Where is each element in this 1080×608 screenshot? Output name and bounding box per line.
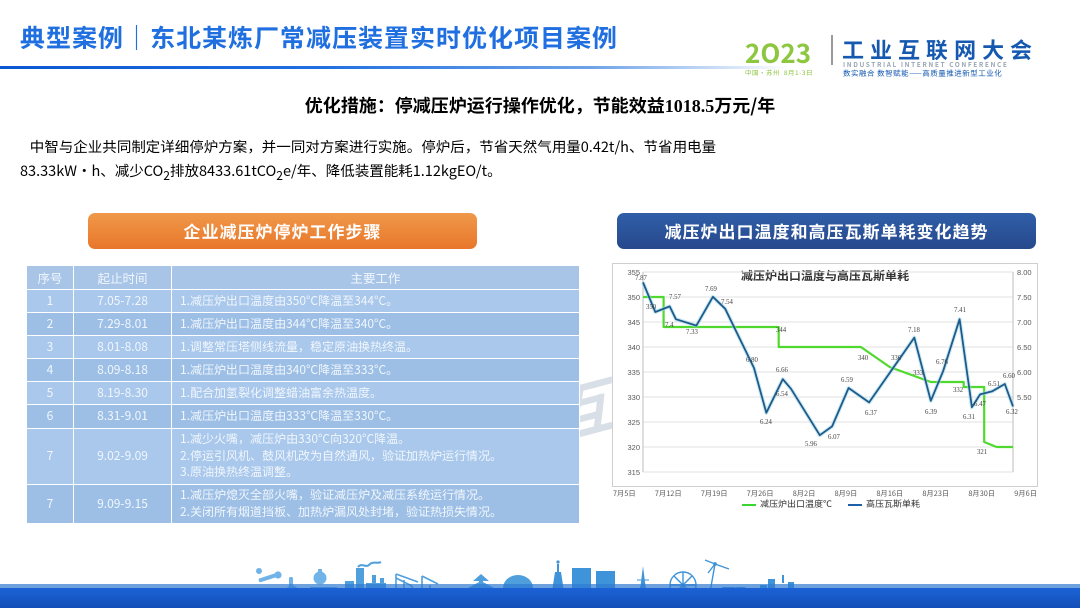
svg-text:6.54: 6.54 bbox=[776, 391, 788, 398]
svg-text:6.31: 6.31 bbox=[963, 414, 975, 421]
svg-text:7.4: 7.4 bbox=[665, 322, 674, 329]
svg-text:7.87: 7.87 bbox=[635, 275, 647, 282]
svg-text:8.00: 8.00 bbox=[1017, 268, 1032, 277]
svg-text:6.32: 6.32 bbox=[1006, 409, 1018, 416]
svg-text:6.24: 6.24 bbox=[760, 419, 772, 426]
svg-text:6.37: 6.37 bbox=[865, 410, 877, 417]
svg-text:7.33: 7.33 bbox=[686, 329, 698, 336]
svg-text:6.47: 6.47 bbox=[974, 401, 986, 408]
svg-text:336: 336 bbox=[891, 355, 902, 362]
svg-text:7.69: 7.69 bbox=[705, 286, 717, 293]
svg-text:332: 332 bbox=[953, 387, 964, 394]
svg-text:6.51: 6.51 bbox=[988, 381, 1000, 388]
svg-text:6.07: 6.07 bbox=[828, 434, 840, 441]
svg-text:325: 325 bbox=[627, 418, 640, 427]
svg-text:315: 315 bbox=[627, 468, 640, 477]
svg-text:6.39: 6.39 bbox=[925, 409, 937, 416]
svg-text:7.00: 7.00 bbox=[1017, 318, 1032, 327]
svg-text:345: 345 bbox=[627, 318, 640, 327]
svg-text:340: 340 bbox=[627, 343, 640, 352]
svg-text:7.54: 7.54 bbox=[721, 299, 733, 306]
svg-text:5.50: 5.50 bbox=[1017, 393, 1032, 402]
svg-text:344: 344 bbox=[776, 327, 787, 334]
svg-text:6.76: 6.76 bbox=[936, 359, 948, 366]
svg-text:340: 340 bbox=[858, 355, 869, 362]
svg-text:7.41: 7.41 bbox=[954, 307, 966, 314]
svg-text:320: 320 bbox=[627, 443, 640, 452]
svg-text:6.60: 6.60 bbox=[1003, 373, 1015, 380]
svg-text:6.66: 6.66 bbox=[776, 367, 788, 374]
svg-text:7.18: 7.18 bbox=[908, 327, 920, 334]
svg-text:350: 350 bbox=[627, 293, 640, 302]
svg-text:5.96: 5.96 bbox=[805, 441, 817, 448]
svg-text:6.50: 6.50 bbox=[1017, 343, 1032, 352]
svg-text:6.80: 6.80 bbox=[746, 357, 758, 364]
svg-text:7.57: 7.57 bbox=[669, 294, 681, 301]
svg-text:330: 330 bbox=[627, 393, 640, 402]
svg-text:321: 321 bbox=[977, 449, 987, 456]
svg-text:333: 333 bbox=[913, 370, 924, 377]
svg-text:350: 350 bbox=[646, 304, 657, 311]
svg-text:7.50: 7.50 bbox=[1017, 293, 1032, 302]
svg-text:335: 335 bbox=[627, 368, 640, 377]
svg-text:6.00: 6.00 bbox=[1017, 368, 1032, 377]
svg-text:6.59: 6.59 bbox=[841, 377, 853, 384]
